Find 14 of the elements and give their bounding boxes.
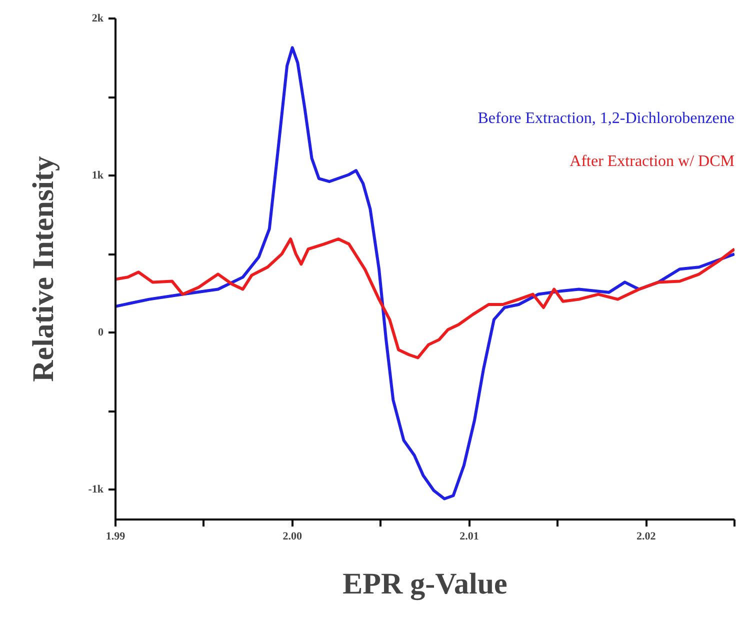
y-tick-label: 0	[98, 326, 104, 339]
text: Before Extraction, 1,2-Dichlorobenzene	[478, 110, 734, 128]
x-tick-label: 2.00	[282, 530, 302, 542]
line-series	[116, 238, 734, 360]
y-tick-label: 1k	[92, 170, 104, 182]
x-tick-label: 2.02	[636, 530, 656, 542]
text: After Extraction w/ DCM	[570, 152, 735, 170]
x-tick-label: 1.99	[106, 530, 126, 542]
y-tick-label: 2k	[92, 12, 104, 24]
x-axis-title: EPR g-Value	[342, 568, 508, 600]
x-tick-label: 2.01	[460, 530, 479, 542]
y-axis-title: Relative Intensity	[27, 156, 60, 382]
line-series	[116, 46, 734, 500]
y-tick-label: -1k	[88, 484, 104, 496]
